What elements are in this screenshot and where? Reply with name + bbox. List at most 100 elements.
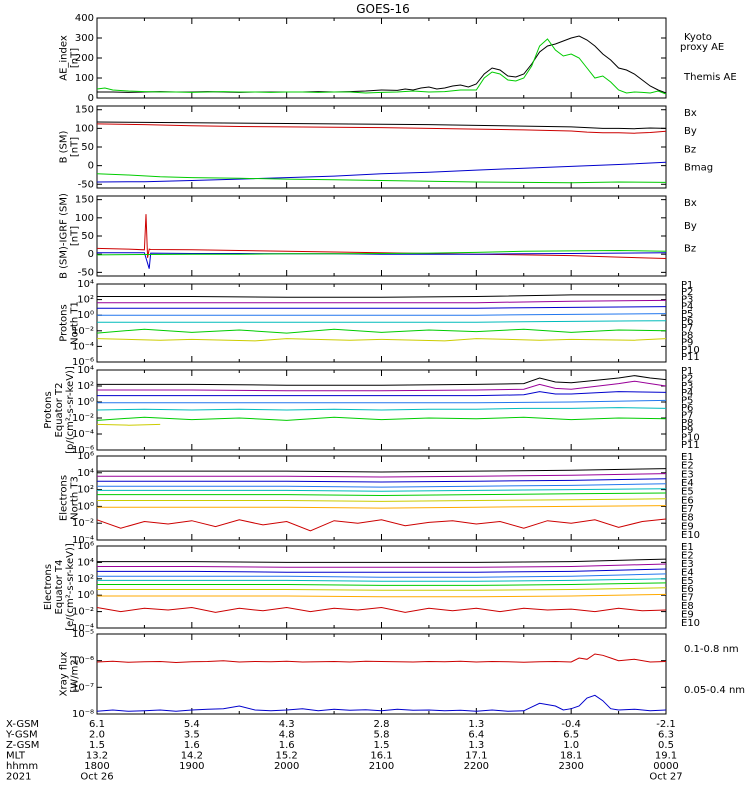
legend-ae: proxy AE: [680, 42, 724, 53]
ephemeris-value: 4.8: [279, 730, 295, 741]
series-electrons_t3-e8: [97, 505, 667, 509]
legend-electrons_t3: E8: [681, 513, 694, 524]
series-electrons_t4-e6: [97, 582, 667, 586]
series-bsm-bz: [96, 123, 667, 134]
legend-electrons_t4: E8: [681, 601, 694, 612]
y-tick-label-ae: 400: [75, 13, 94, 24]
panel-frame-electrons_t3: [96, 455, 667, 541]
legend-electrons_t3: E9: [681, 521, 694, 532]
ephemeris-value: 17.1: [465, 751, 487, 762]
ephemeris-row-label: Y-GSM: [5, 730, 38, 741]
y-tick-label-electrons_t3: 10⁴: [77, 468, 94, 479]
series-electrons_t4-e3: [97, 568, 667, 573]
y-tick-label-bsm: 50: [81, 142, 94, 153]
y-tick-label-xray: 10⁻⁸: [72, 709, 94, 720]
series-protons_t2-p5: [96, 407, 667, 411]
ephemeris-value: 6.3: [658, 730, 674, 741]
ephemeris-value: Oct 26: [80, 772, 113, 783]
y-axis-label-protons_t1: Protons: [59, 304, 70, 341]
legend-protons_t2: P3: [681, 381, 693, 392]
ephemeris-value: 15.2: [276, 751, 298, 762]
y-tick-label-protons_t2: 10⁻⁶: [72, 445, 94, 456]
y-axis-label-bsm: B (SM): [59, 130, 70, 163]
ephemeris-value: 14.2: [181, 751, 203, 762]
legend-protons_t1: P11: [681, 352, 700, 363]
y-tick-label-protons_t1: 10⁴: [77, 279, 94, 290]
y-tick-label-bigrf: 0: [88, 249, 94, 260]
y-axis-label-electrons_t4: [e/(cm²-s-sr-keV)]: [65, 543, 76, 631]
y-tick-label-electrons_t4: 10⁻²: [72, 607, 94, 618]
y-tick-label-protons_t1: 10⁻²: [72, 326, 94, 337]
series-electrons_t3-e4: [97, 483, 667, 488]
series-electrons_t4-e7: [97, 587, 667, 591]
series-electrons_t3-e1: [97, 468, 667, 473]
y-tick-label-bsm: 0: [88, 161, 94, 172]
series-protons_t2-p4: [97, 399, 667, 404]
y-axis-label-electrons_t3: North T3: [70, 476, 81, 520]
y-tick-label-electrons_t3: 10⁻²: [72, 518, 94, 529]
y-axis-label-electrons_t4: Electrons: [43, 564, 54, 610]
legend-protons_t2: P5: [681, 396, 693, 407]
y-axis-label-protons_t2: [p/(cm²-s-sr-keV)]: [65, 366, 76, 454]
ephemeris-value: -0.4: [561, 719, 581, 730]
y-tick-label-bigrf: 150: [75, 195, 94, 206]
ephemeris-value: 13.2: [86, 751, 108, 762]
y-tick-label-xray: 10⁻⁷: [72, 682, 94, 693]
y-tick-label-electrons_t4: 10⁶: [77, 541, 94, 552]
ephemeris-row-label: hhmm: [6, 761, 38, 772]
series-bsm-bmag: [96, 121, 667, 130]
legend-protons_t2: P10: [681, 433, 700, 444]
legend-electrons_t4: E3: [681, 559, 694, 570]
panel-frame-bsm: [96, 105, 667, 189]
y-tick-label-bsm: -50: [78, 179, 94, 190]
series-electrons_t3-e6: [97, 492, 667, 497]
series-bsm-by: [96, 173, 667, 184]
y-tick-label-electrons_t3: 10⁰: [77, 501, 94, 512]
y-axis-label-protons_t2: Protons: [43, 391, 54, 428]
series-protons_t1-p6: [96, 328, 667, 334]
y-tick-label-ae: 300: [75, 33, 94, 44]
ephemeris-value: 1.3: [468, 719, 484, 730]
chart-title: GOES-16: [356, 2, 410, 16]
y-tick-label-ae: 0: [88, 93, 94, 104]
legend-bigrf: Bx: [684, 198, 697, 209]
y-axis-label-xray: Xray flux: [59, 652, 70, 697]
legend-electrons_t3: E1: [681, 452, 694, 463]
y-tick-label-protons_t2: 10⁰: [77, 397, 94, 408]
ephemeris-value: 6.5: [563, 730, 579, 741]
legend-protons_t1: P4: [681, 302, 693, 313]
legend-electrons_t4: E4: [681, 567, 694, 578]
y-tick-label-bigrf: 50: [81, 231, 94, 242]
series-protons_t2-p6: [96, 416, 667, 421]
series-ae-kyoto-proxy-ae: [96, 38, 667, 95]
series-electrons_t3-e3: [97, 478, 667, 483]
legend-electrons_t3: E7: [681, 504, 694, 515]
panel-frame-ae: [96, 17, 667, 99]
panel-frame-bigrf: [96, 195, 667, 277]
legend-electrons_t3: E3: [681, 469, 694, 480]
series-electrons_t4-e9: [96, 606, 667, 613]
y-tick-label-electrons_t3: 10⁻⁴: [72, 535, 94, 546]
series-ae-themis-ae: [97, 35, 667, 94]
legend-protons_t2: P11: [681, 440, 700, 451]
legend-electrons_t4: E9: [681, 610, 694, 621]
y-tick-label-ae: 200: [75, 53, 94, 64]
y-tick-label-electrons_t4: 10⁰: [77, 590, 94, 601]
y-tick-label-electrons_t3: 10⁶: [77, 451, 94, 462]
series-electrons_t3-e7: [97, 498, 667, 502]
ephemeris-value: 4.3: [279, 719, 295, 730]
y-axis-label-bsm: [nT]: [70, 137, 81, 157]
legend-ae: Themis AE: [683, 72, 737, 83]
y-tick-label-protons_t1: 10⁻⁴: [72, 341, 94, 352]
y-tick-label-bigrf: -50: [78, 267, 94, 278]
y-axis-label-xray: [W/m2]: [70, 655, 81, 692]
legend-protons_t1: P9: [681, 338, 693, 349]
series-protons_t1-p2: [97, 299, 667, 304]
legend-xray: 0.05-0.4 nm: [684, 685, 745, 696]
y-tick-label-bsm: 100: [75, 123, 94, 134]
series-protons_t2-p1: [97, 375, 667, 386]
legend-electrons_t3: E6: [681, 495, 694, 506]
series-electrons_t3-e2: [97, 473, 667, 478]
ephemeris-value: 5.8: [374, 730, 390, 741]
legend-protons_t2: P2: [681, 373, 693, 384]
